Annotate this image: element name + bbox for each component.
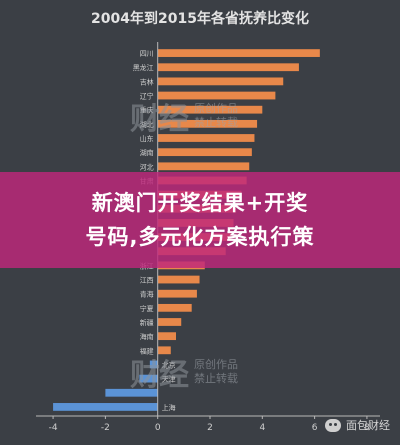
watermark-line1-2: 原创作品	[194, 358, 238, 371]
promo-banner: 新澳门开奖结果+开奖 号码,多元化方案执行策	[0, 172, 400, 268]
bar	[157, 148, 252, 157]
category-label: 吉林	[140, 77, 154, 86]
watermark-top: 财经 原创作品 禁止转载	[130, 94, 238, 138]
bar	[157, 119, 258, 128]
category-label: 湖北	[140, 120, 154, 129]
category-label: 宁夏	[140, 304, 154, 313]
category-label: 天津	[162, 376, 176, 384]
category-label: 湖南	[140, 148, 154, 157]
x-tick-label: -2	[101, 423, 110, 433]
bar	[157, 91, 276, 100]
x-tick-label: -4	[49, 423, 58, 433]
category-label: 四川	[140, 50, 154, 58]
banner-line-1: 新澳门开奖结果+开奖	[91, 191, 309, 215]
category-label: 海南	[140, 332, 154, 341]
source-tag: 面包财经	[325, 417, 390, 433]
bar	[157, 49, 320, 57]
bar	[157, 105, 263, 114]
watermark-line1: 原创作品	[194, 102, 238, 115]
category-label: 新疆	[140, 318, 154, 327]
watermark-bottom: 财经 原创作品 禁止转载	[130, 350, 238, 394]
x-tick-label: 6	[312, 423, 318, 433]
category-label: 山东	[140, 134, 154, 143]
bar	[157, 318, 182, 326]
bar	[157, 303, 192, 312]
category-label: 黑龙江	[133, 63, 154, 72]
bar	[53, 403, 158, 411]
bar	[149, 360, 158, 369]
watermark-text-2: 原创作品 禁止转载	[194, 358, 238, 386]
source-label: 面包财经	[346, 419, 390, 432]
bar	[157, 275, 200, 284]
category-label: 青海	[140, 290, 154, 299]
x-tick-label: 8	[364, 423, 370, 433]
x-tick-label: 2	[207, 423, 213, 433]
watermark-logo: 财经	[130, 102, 189, 137]
bar	[157, 346, 171, 355]
category-label: 河北	[140, 163, 154, 171]
watermark-line2-2: 禁止转载	[194, 372, 238, 385]
bar	[157, 63, 299, 72]
x-tick-label: 0	[155, 423, 161, 433]
x-tick-label: 4	[259, 423, 265, 433]
bar	[105, 388, 158, 397]
wechat-icon	[325, 418, 341, 432]
watermark-text: 原创作品 禁止转载	[194, 102, 238, 130]
bar	[157, 162, 250, 171]
bar	[157, 332, 176, 341]
category-label: 江西	[140, 277, 154, 285]
watermark-logo-2: 财经	[130, 358, 189, 393]
chart-title: 2004年到2015年各省抚养比变化	[91, 11, 309, 27]
watermark-line2: 禁止转载	[194, 116, 238, 129]
category-label: 上海	[162, 403, 176, 412]
bar	[157, 77, 284, 86]
bar	[157, 134, 255, 142]
bar	[139, 374, 158, 383]
banner-line-2: 号码,多元化方案执行策	[85, 225, 315, 249]
category-label: 福建	[140, 346, 154, 355]
bar	[157, 289, 197, 298]
category-label: 辽宁	[140, 92, 154, 101]
category-label: 北京	[162, 360, 176, 369]
category-label: 重庆	[140, 106, 154, 115]
